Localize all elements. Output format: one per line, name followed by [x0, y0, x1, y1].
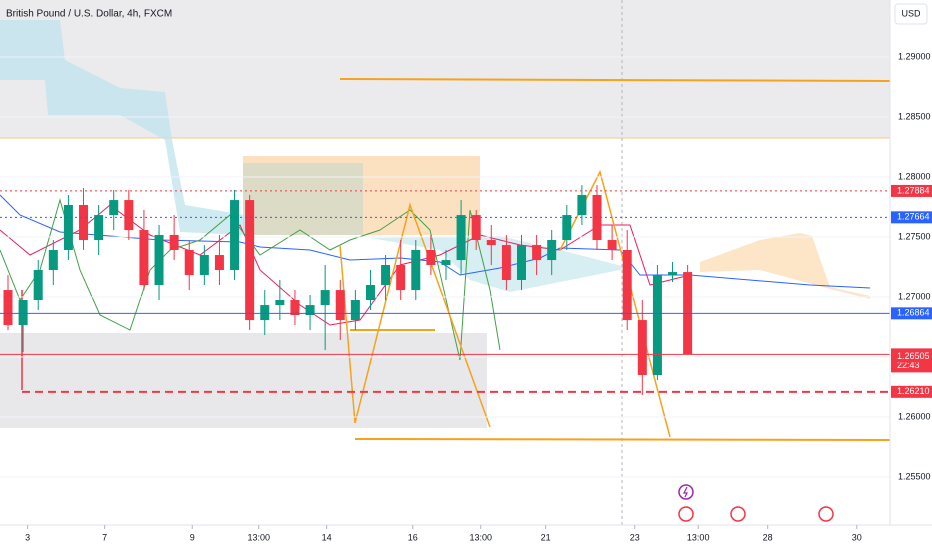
- candle-body: [139, 230, 149, 286]
- candle-body: [94, 215, 104, 241]
- price-tag-label: 1.27884: [897, 185, 930, 195]
- y-tick-label: 1.28000: [898, 171, 931, 181]
- currency[interactable]: USD: [901, 8, 921, 18]
- candle-body: [562, 215, 572, 241]
- candle-body: [592, 195, 602, 241]
- candle-body: [622, 249, 632, 321]
- y-tick-label: 1.27000: [898, 291, 931, 301]
- candle-body: [547, 240, 557, 261]
- candle-body: [335, 290, 345, 321]
- price-tag-label: 1.26505: [897, 351, 930, 361]
- chart-title: British Pound / U.S. Dollar, 4h, FXCM: [6, 9, 172, 20]
- x-tick-label: 23: [630, 532, 640, 542]
- y-tick-label: 1.27500: [898, 231, 931, 241]
- support-line: [354, 438, 891, 441]
- candle-body: [184, 249, 194, 276]
- zone-bottom: [0, 333, 487, 428]
- candle-body: [214, 255, 224, 271]
- resistance-line: [339, 78, 891, 82]
- event-flag[interactable]: [730, 506, 746, 522]
- x-tick-label: 13:00: [247, 532, 270, 542]
- candle-body: [365, 285, 375, 301]
- candle-body: [320, 290, 330, 306]
- x-tick-label: 14: [322, 532, 332, 542]
- x-tick-label: 13:00: [469, 532, 492, 542]
- price-tag: [891, 211, 932, 224]
- candle-body: [577, 195, 587, 216]
- candle-body: [48, 249, 58, 271]
- x-tick-label: 16: [408, 532, 418, 542]
- event-flag[interactable]: [818, 506, 834, 522]
- candle-body: [668, 272, 678, 276]
- candle-body: [230, 200, 240, 271]
- candle-body: [411, 249, 421, 291]
- candle-body: [305, 305, 315, 316]
- event-icon-glyph: [683, 486, 688, 498]
- candle-body: [33, 270, 43, 301]
- y-tick-label: 1.29000: [898, 51, 931, 61]
- x-tick-label: 30: [852, 532, 862, 542]
- cloud: [0, 20, 245, 235]
- event-flag[interactable]: [678, 506, 694, 522]
- x-tick-label: 3: [25, 532, 30, 542]
- candle-body: [501, 245, 511, 280]
- x-tick-label: 9: [190, 532, 195, 542]
- currency-box[interactable]: [894, 3, 928, 25]
- cloud: [370, 236, 630, 292]
- candle-body: [381, 264, 391, 286]
- price-tag-label: 1.26864: [897, 308, 930, 318]
- countdown: 22:43: [897, 360, 920, 370]
- candle-body: [516, 245, 526, 280]
- price-tag-label: 1.27664: [897, 212, 930, 222]
- pattern: [339, 202, 491, 428]
- x-tick-label: 21: [541, 532, 551, 542]
- x-tick-label: 13:00: [687, 532, 710, 542]
- event-icon[interactable]: [678, 484, 694, 500]
- y-tick-label: 1.25500: [898, 471, 931, 481]
- candle-body: [18, 300, 28, 325]
- y-tick-label: 1.26000: [898, 411, 931, 421]
- marks: [0, 56, 890, 478]
- candle-body: [637, 320, 647, 376]
- price-tag: [891, 385, 932, 398]
- candle-body: [290, 300, 300, 316]
- price-tag: [891, 350, 932, 363]
- candle-body: [652, 275, 662, 376]
- candle-body: [245, 200, 255, 321]
- candle-body: [441, 260, 451, 265]
- x-tick-label: 7: [102, 532, 107, 542]
- candle-body: [471, 215, 481, 241]
- candle-body: [63, 204, 73, 250]
- candle-body: [3, 290, 13, 325]
- candle-body: [260, 305, 270, 321]
- candle-body: [607, 240, 617, 250]
- candle-body: [169, 234, 179, 250]
- price-tag-label: 1.26210: [897, 386, 930, 396]
- candle-body: [350, 300, 360, 321]
- candle-body: [109, 200, 119, 216]
- candle-body: [199, 255, 209, 276]
- candle-body: [426, 249, 436, 265]
- price-axis: [890, 0, 932, 550]
- candle-body: [396, 264, 406, 291]
- candle-body: [532, 245, 542, 261]
- candle-body: [275, 300, 285, 306]
- candle-body: [124, 200, 134, 231]
- x-tick-label: 28: [763, 532, 773, 542]
- position-box-stop: [243, 163, 363, 235]
- candle-body: [79, 204, 89, 241]
- candle-body: [154, 234, 164, 286]
- price-tag: [891, 307, 932, 320]
- candle-body: [456, 215, 466, 261]
- position-box: [243, 156, 480, 235]
- cloud: [700, 233, 870, 299]
- candle-body: [486, 240, 496, 246]
- price-tag: [891, 184, 932, 197]
- y-tick-label: 1.28500: [898, 111, 931, 121]
